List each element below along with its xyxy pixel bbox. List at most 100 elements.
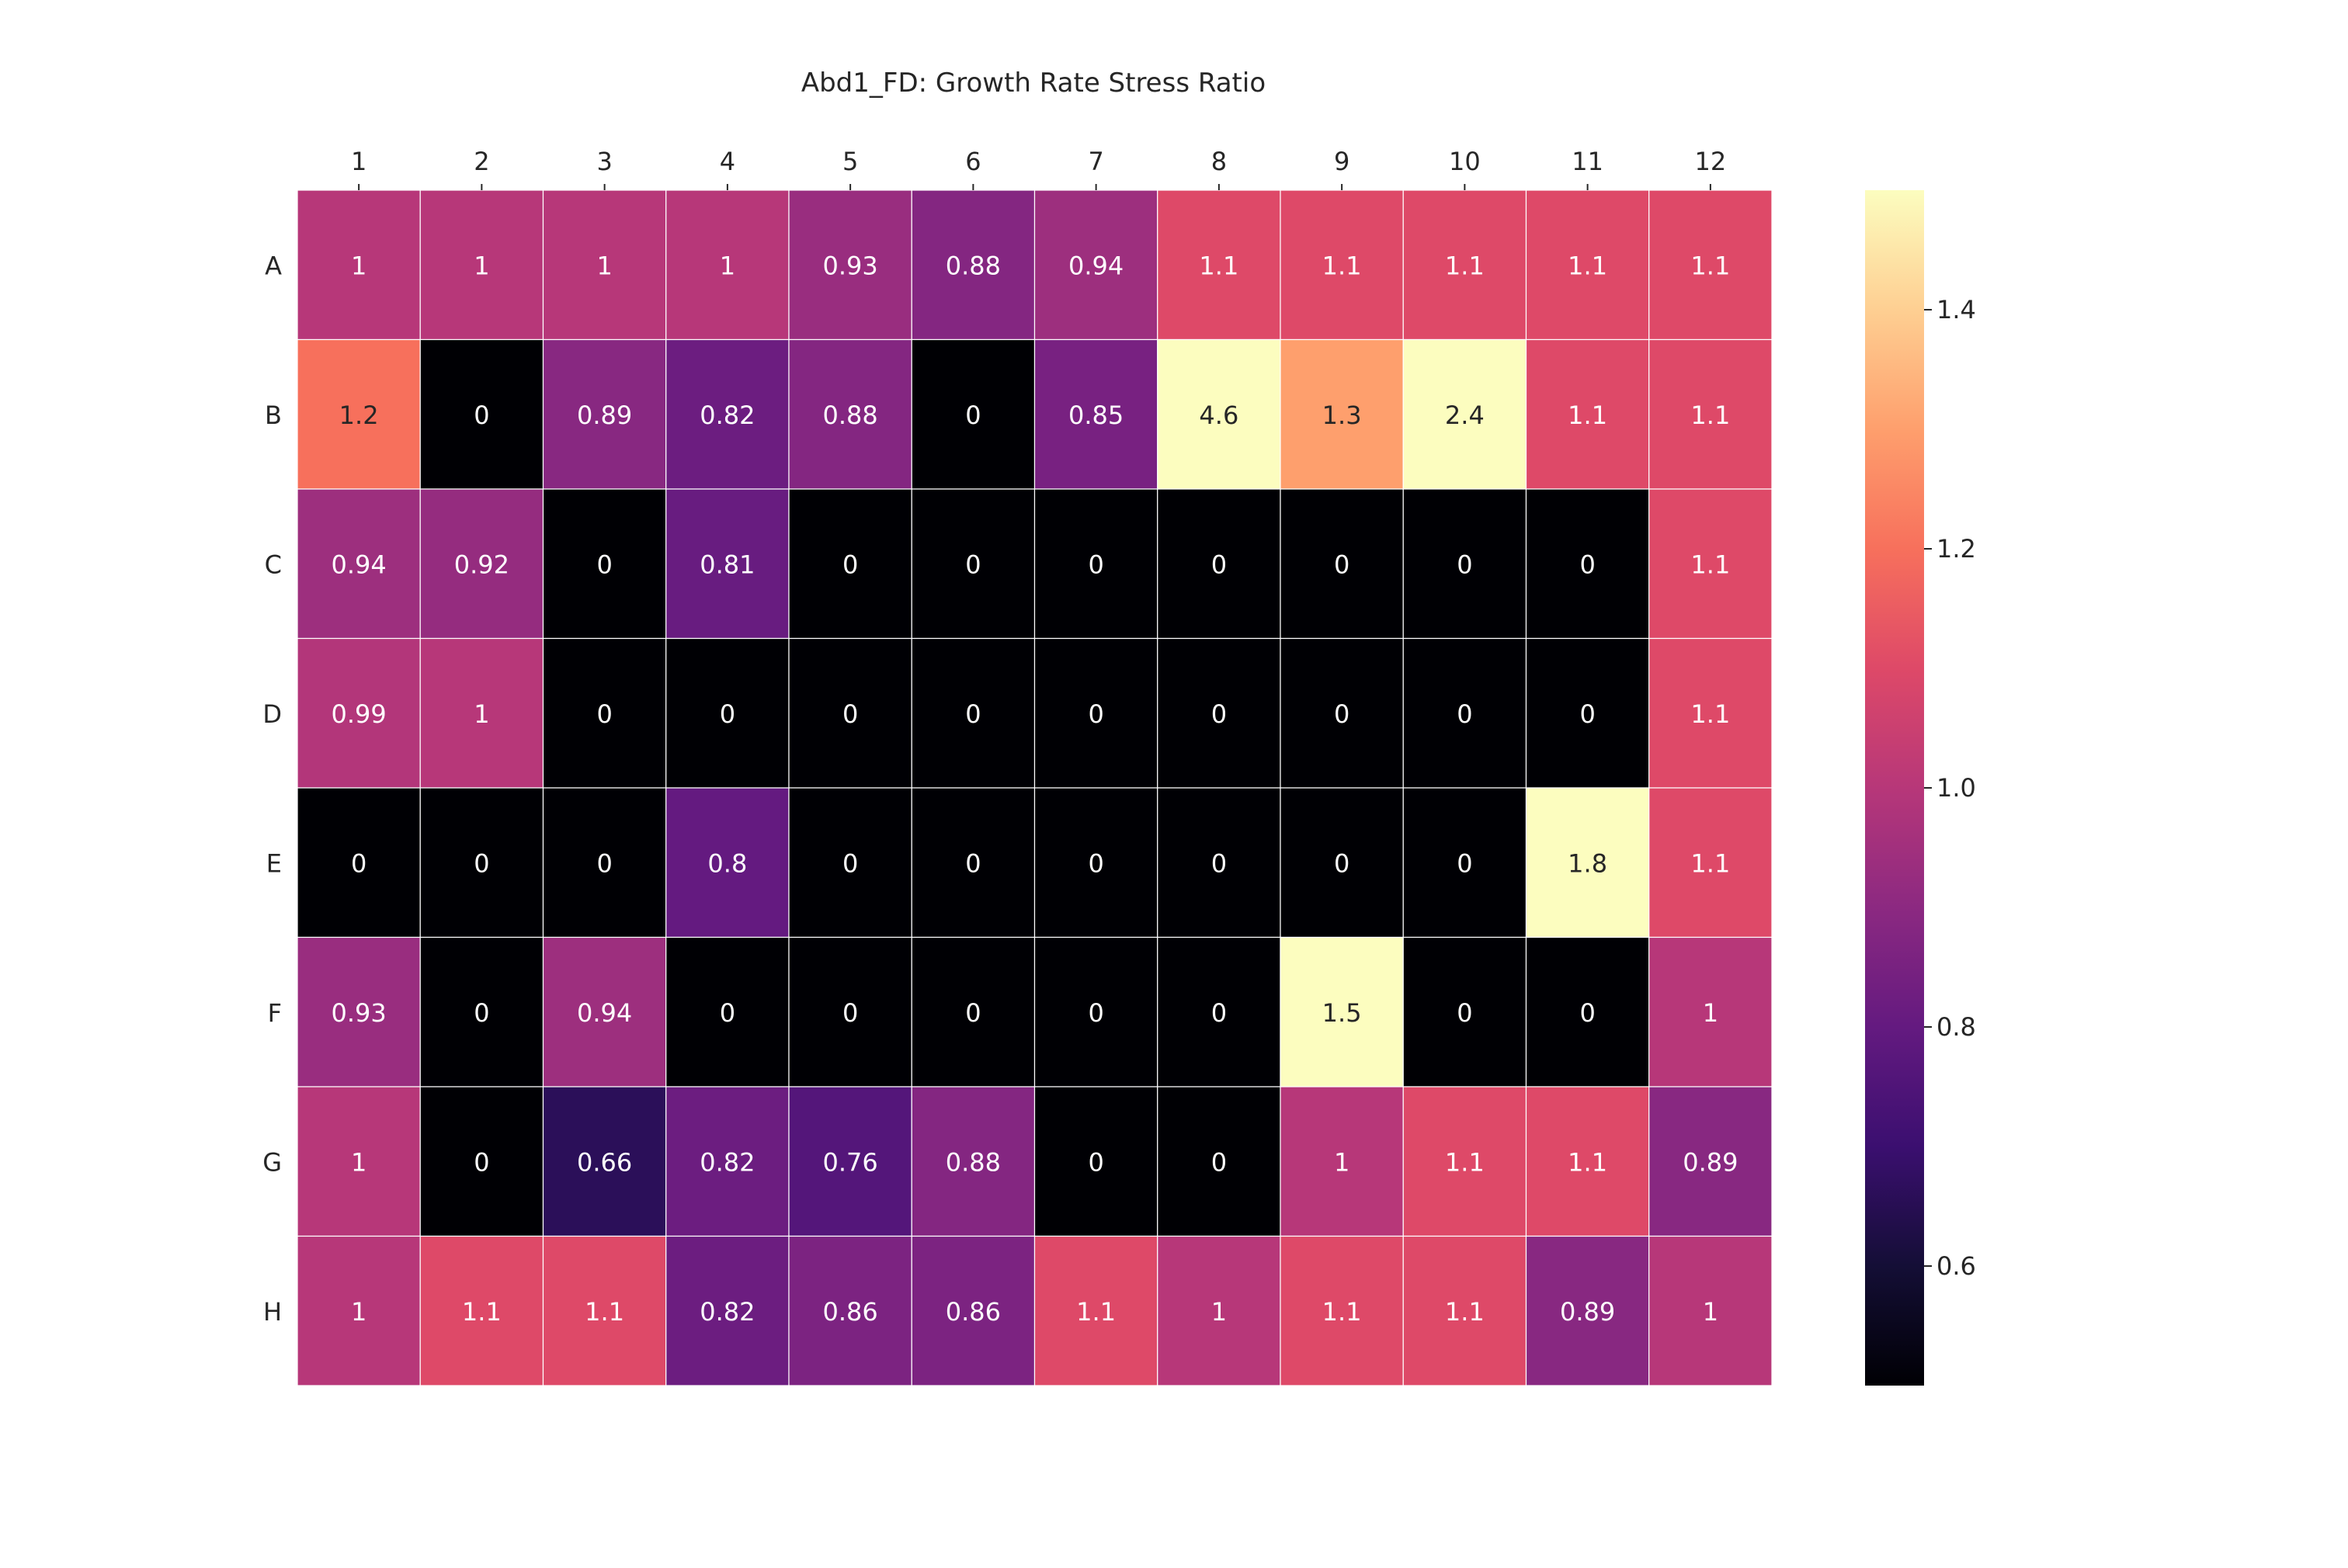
x-tick-label: 6 [965, 147, 981, 176]
cell-value-label: 0 [1457, 699, 1472, 729]
x-tick-label: 8 [1211, 147, 1227, 176]
heatmap-cell [788, 338, 912, 490]
cell-value-label: 0 [1334, 550, 1349, 579]
heatmap-cell [788, 1086, 912, 1237]
heatmap-cell [297, 1086, 421, 1237]
heatmap-cell [911, 189, 1036, 341]
cell-value-label: 0.89 [577, 401, 632, 430]
cell-value-labels: 1 1 1 1 0.93 0.88 0.94 1.1 1.1 1.1 1.1 1.1 1.2 0 0.89 0… [332, 251, 1738, 1327]
heatmap-cell [1033, 637, 1158, 789]
heatmap-cell [788, 488, 912, 640]
y-tick-label: G [262, 1147, 282, 1177]
cell-value-label: 1 [1703, 1297, 1718, 1327]
cell-value-label: 0 [965, 401, 981, 430]
cell-value-label: 0.66 [577, 1147, 632, 1177]
cell-value-label: 1.1 [1445, 251, 1485, 280]
cell-value-label: 0 [1088, 550, 1103, 579]
cell-value-label: 0 [1088, 998, 1103, 1028]
cell-value-label: 1.5 [1322, 998, 1362, 1028]
cell-value-label: 0 [596, 550, 612, 579]
cell-value-label: 1 [1703, 998, 1718, 1028]
cell-value-label: 0 [1334, 848, 1349, 878]
heatmap-cell [788, 1235, 912, 1386]
heatmap-cell [1648, 936, 1773, 1088]
heatmap-cell [1525, 488, 1650, 640]
cell-value-label: 0.89 [1683, 1147, 1738, 1177]
x-tick-label: 9 [1334, 147, 1349, 176]
cell-value-label: 1 [1211, 1297, 1227, 1327]
heatmap-cell [1280, 1086, 1404, 1237]
cell-value-label: 0.88 [946, 251, 1001, 280]
heatmap-cell [911, 787, 1036, 938]
heatmap-cell [419, 1235, 544, 1386]
heatmap-cell [297, 1235, 421, 1386]
cell-value-label: 0 [596, 848, 612, 878]
heatmap-cell [665, 1235, 790, 1386]
heatmap-cell [1033, 488, 1158, 640]
cell-value-label: 0 [1579, 550, 1595, 579]
heatmap-cell [1280, 338, 1404, 490]
heatmap-cell [788, 787, 912, 938]
colorbar-tick-label: 0.6 [1936, 1251, 1976, 1281]
heatmap-cell [1525, 1086, 1650, 1237]
cell-value-label: 0.82 [700, 1297, 755, 1327]
heatmap-cell [297, 338, 421, 490]
cell-value-label: 0.93 [823, 251, 878, 280]
cell-value-label: 1.8 [1568, 848, 1607, 878]
heatmap-cell [1402, 1086, 1527, 1237]
colorbar-gradient [1865, 190, 1924, 1386]
heatmap-cell [297, 787, 421, 938]
cell-value-label: 0.82 [700, 1147, 755, 1177]
y-tick-label: F [268, 998, 282, 1028]
heatmap-cell [1033, 189, 1158, 341]
cell-value-label: 0 [1211, 848, 1227, 878]
heatmap-cell [542, 637, 667, 789]
heatmap-cell [1157, 1235, 1281, 1386]
heatmap-cell [1033, 1235, 1158, 1386]
heatmap-cell [1033, 1086, 1158, 1237]
heatmap-cell [419, 637, 544, 789]
heatmap-cell [1648, 488, 1773, 640]
heatmap-cell [1525, 637, 1650, 789]
heatmap-cell [1648, 637, 1773, 789]
heatmap-cells [297, 189, 1773, 1386]
cell-value-label: 1 [351, 251, 366, 280]
y-tick-label: D [262, 699, 282, 729]
cell-value-label: 0 [474, 401, 489, 430]
cell-value-label: 1.1 [585, 1297, 624, 1327]
cell-value-label: 0.85 [1068, 401, 1124, 430]
y-tick-label: B [265, 401, 282, 430]
x-tick-label: 7 [1088, 147, 1103, 176]
x-tick-label: 5 [842, 147, 858, 176]
cell-value-label: 1.1 [1445, 1297, 1485, 1327]
heatmap-cell [1648, 338, 1773, 490]
heatmap-cell [542, 787, 667, 938]
cell-value-label: 0.81 [700, 550, 755, 579]
heatmap-cell [297, 189, 421, 341]
cell-value-label: 1.1 [1690, 699, 1730, 729]
heatmap-cell [665, 1086, 790, 1237]
cell-value-label: 0 [1088, 1147, 1103, 1177]
cell-value-label: 0.86 [823, 1297, 878, 1327]
heatmap-cell [542, 488, 667, 640]
heatmap-cell [1402, 488, 1527, 640]
cell-value-label: 0 [596, 699, 612, 729]
heatmap-cell [788, 189, 912, 341]
heatmap-cell [419, 189, 544, 341]
cell-value-label: 4.6 [1199, 401, 1238, 430]
heatmap-cell [665, 488, 790, 640]
cell-value-label: 0 [720, 998, 735, 1028]
heatmap-cell [1157, 787, 1281, 938]
cell-value-label: 1 [720, 251, 735, 280]
heatmap-cell [665, 189, 790, 341]
heatmap-cell [1525, 936, 1650, 1088]
heatmap-cell [911, 936, 1036, 1088]
cell-value-label: 0.86 [946, 1297, 1001, 1327]
colorbar-tick-label: 1.2 [1936, 534, 1976, 564]
cell-value-label: 1.1 [1322, 1297, 1362, 1327]
cell-value-label: 1 [596, 251, 612, 280]
cell-value-label: 0.8 [707, 848, 747, 878]
heatmap-cell [297, 637, 421, 789]
cell-value-label: 0 [842, 848, 858, 878]
